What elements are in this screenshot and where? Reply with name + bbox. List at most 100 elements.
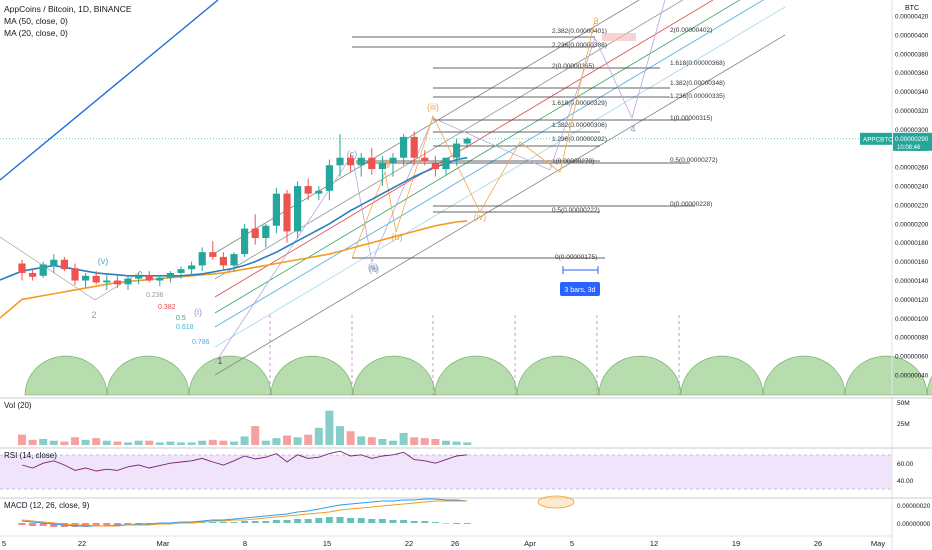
volume-pane: 50M 25M [0,397,932,499]
target-box [602,33,636,41]
macd-histogram-bar [103,523,111,526]
macd-histogram-bar [283,520,291,523]
price-tick: 0.00000360 [895,70,929,77]
chart-title[interactable]: AppCoins / Bitcoin, 1D, BINANCE [4,4,132,14]
time-tick: 26 [814,539,822,548]
volume-bar [102,440,111,445]
fib-channel-line [214,0,764,328]
macd-histogram-bar [124,523,132,525]
macd-histogram-bar [315,518,323,523]
volume-bar [431,438,440,445]
fib-extension-layer: 0(0.00000175) 0(0.00000228) 0.5(0.00000272… [352,27,725,261]
volume-bar [219,440,228,445]
rsi-label[interactable]: RSI (14, close) [4,451,57,460]
macd-histogram-bar [272,520,280,523]
price-tick: 0.00000320 [895,108,929,115]
candle-body [230,254,238,266]
volume-bar [177,442,185,445]
wave-label: (ii) [368,262,378,272]
trendline [0,236,96,301]
volume-bar [452,441,461,445]
macd-histogram-bar [50,523,58,527]
candle-body [442,157,450,170]
candle-body [315,190,323,194]
price-tick: 0.00000040 [895,373,929,380]
wave-label: 4 [630,124,635,134]
time-cycle-arc [106,355,190,396]
time-axis[interactable]: 5 22 Mar 8 15 22 26 Apr 5 12 19 26 May [0,535,892,548]
candle-body [209,252,217,257]
candle-body [453,143,461,158]
volume-bar [389,440,397,445]
wave-label: (b) [392,232,403,242]
candle-body [378,162,386,170]
price-tick: 0.00000260 [895,165,929,172]
measure-label: 3 bars, 3d [564,287,595,294]
elliott-wave-layer: 12(i)(ii)(iii)(iv)(v)(a)(b)(c)(ii)(i)34 [91,0,666,366]
candle-body [421,157,429,162]
fib-channel-level: 0.786 [192,339,210,346]
time-tick: Apr [524,539,536,548]
candle-body [71,268,79,281]
volume-bar [134,440,143,445]
macd-highlight [537,495,575,509]
volume-bar [71,437,79,445]
ma50-legend[interactable]: MA (50, close, 0) [4,16,68,26]
volume-bar [49,440,58,445]
fib-level-label: 0.5(0.00000222) [552,207,600,214]
fib-level-label: 1(0.00000315) [670,115,712,122]
macd-histogram-bar [336,517,344,523]
volume-bar [463,442,472,445]
time-cycle-arc [516,355,600,396]
macd-histogram-bar [325,517,333,523]
volume-tick: 25M [897,421,910,428]
volume-bar [113,441,122,445]
time-tick: 19 [732,539,740,548]
fib-level-label: 2.236(0.00000388) [552,42,607,49]
volume-bar [187,442,196,445]
volume-bar [155,442,164,445]
price-tick: 0.00000100 [895,316,929,323]
candle-body [431,163,439,170]
fib-channel-level: 0.236 [146,292,164,299]
fib-channel-level: 0 [138,271,142,278]
fib-channel-line [214,0,741,314]
candle-body [198,252,206,266]
price-tick: 0.00000160 [895,259,929,266]
volume-bar [261,440,270,445]
time-cycle-arc [270,355,354,396]
wave-label: 1 [217,356,222,366]
candle-body [50,259,58,266]
volume-bar [367,437,376,445]
fib-level-label: 1.382(0.00000348) [670,80,725,87]
volume-bar [399,432,408,445]
candle-body [177,269,185,273]
candle-body [410,136,418,158]
candle-body [39,264,47,276]
fib-channel-line [214,0,640,254]
macd-histogram-bar [230,522,238,523]
macd-histogram-bar [39,523,47,526]
candle-body [400,136,408,158]
ma20-legend[interactable]: MA (20, close, 0) [4,28,68,38]
candle-body [304,186,312,194]
macd-histogram-bar [442,523,450,524]
time-cycle-arc [680,355,764,396]
macd-tick: 0.00000020 [897,503,931,510]
volume-bar [145,440,154,445]
price-tick: 0.00000080 [895,335,929,342]
candle-body [251,228,259,239]
overlay-layer: 3 bars, 3d [560,266,600,296]
volume-label[interactable]: Vol (20) [4,401,32,410]
trendline [0,0,219,181]
macd-histogram-bar [262,521,270,523]
macd-histogram-bar [166,523,174,524]
time-tick: 22 [78,539,86,548]
macd-histogram-bar [219,522,227,523]
macd-histogram-bar [18,523,26,525]
fib-channel-level: 0.618 [176,324,194,331]
signal-line [21,500,468,527]
price-tick: 0.00000300 [895,127,929,134]
macd-label[interactable]: MACD (12, 26, close, 9) [4,501,90,510]
